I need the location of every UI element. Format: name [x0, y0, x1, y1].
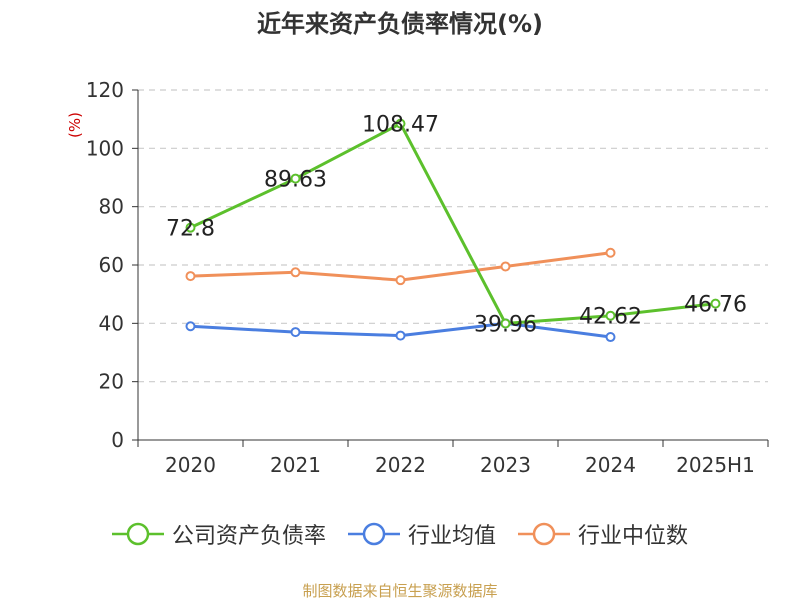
legend-item[interactable]: 公司资产负债率 [111, 518, 326, 550]
data-point [185, 271, 196, 282]
data-label: 39.96 [474, 312, 537, 337]
y-axis-label: (%) [66, 112, 84, 138]
data-point [290, 267, 301, 278]
legend-marker [518, 522, 570, 546]
data-point [605, 310, 616, 321]
legend-label: 行业均值 [407, 524, 496, 549]
legend-label: 公司资产负债率 [171, 524, 326, 549]
legend: 公司资产负债率 行业均值 行业中位数 [0, 518, 800, 550]
x-tick-label: 2021 [270, 453, 321, 477]
data-point [185, 321, 196, 332]
legend-marker [111, 522, 164, 546]
y-tick-label: 80 [99, 195, 124, 219]
x-tick-label: 2025H1 [676, 453, 755, 477]
data-point [395, 275, 406, 286]
y-tick-label: 40 [99, 311, 124, 335]
y-tick-label: 20 [99, 370, 124, 394]
series-line [189, 122, 716, 325]
x-tick-label: 2023 [480, 453, 531, 477]
data-point [605, 332, 616, 343]
data-point [605, 247, 616, 258]
x-tick-label: 2022 [375, 453, 426, 477]
legend-item[interactable]: 行业均值 [347, 518, 496, 550]
data-point [185, 222, 196, 233]
data-label: 89.63 [264, 168, 327, 193]
data-point [290, 327, 301, 338]
y-tick-label: 100 [86, 136, 124, 160]
legend-marker [347, 522, 400, 546]
data-point [290, 173, 301, 184]
x-tick-label: 2020 [165, 453, 216, 477]
y-tick-label: 0 [111, 428, 124, 452]
data-label: 72.8 [166, 217, 215, 242]
data-label: 42.62 [579, 305, 642, 330]
x-tick-label: 2024 [585, 453, 636, 477]
y-tick-label: 120 [86, 78, 124, 102]
data-point [500, 261, 511, 272]
y-tick-label: 60 [99, 253, 124, 277]
source-note: 制图数据来自恒生聚源数据库 [302, 582, 498, 600]
data-label: 108.47 [362, 113, 439, 138]
legend-label: 行业中位数 [578, 524, 689, 549]
data-point [500, 318, 511, 329]
data-label: 46.76 [684, 293, 747, 318]
data-point [710, 298, 721, 309]
data-point [395, 118, 406, 129]
data-point [395, 330, 406, 341]
chart-title: 近年来资产负债率情况(%) [257, 10, 543, 38]
legend-item[interactable]: 行业中位数 [518, 518, 688, 550]
